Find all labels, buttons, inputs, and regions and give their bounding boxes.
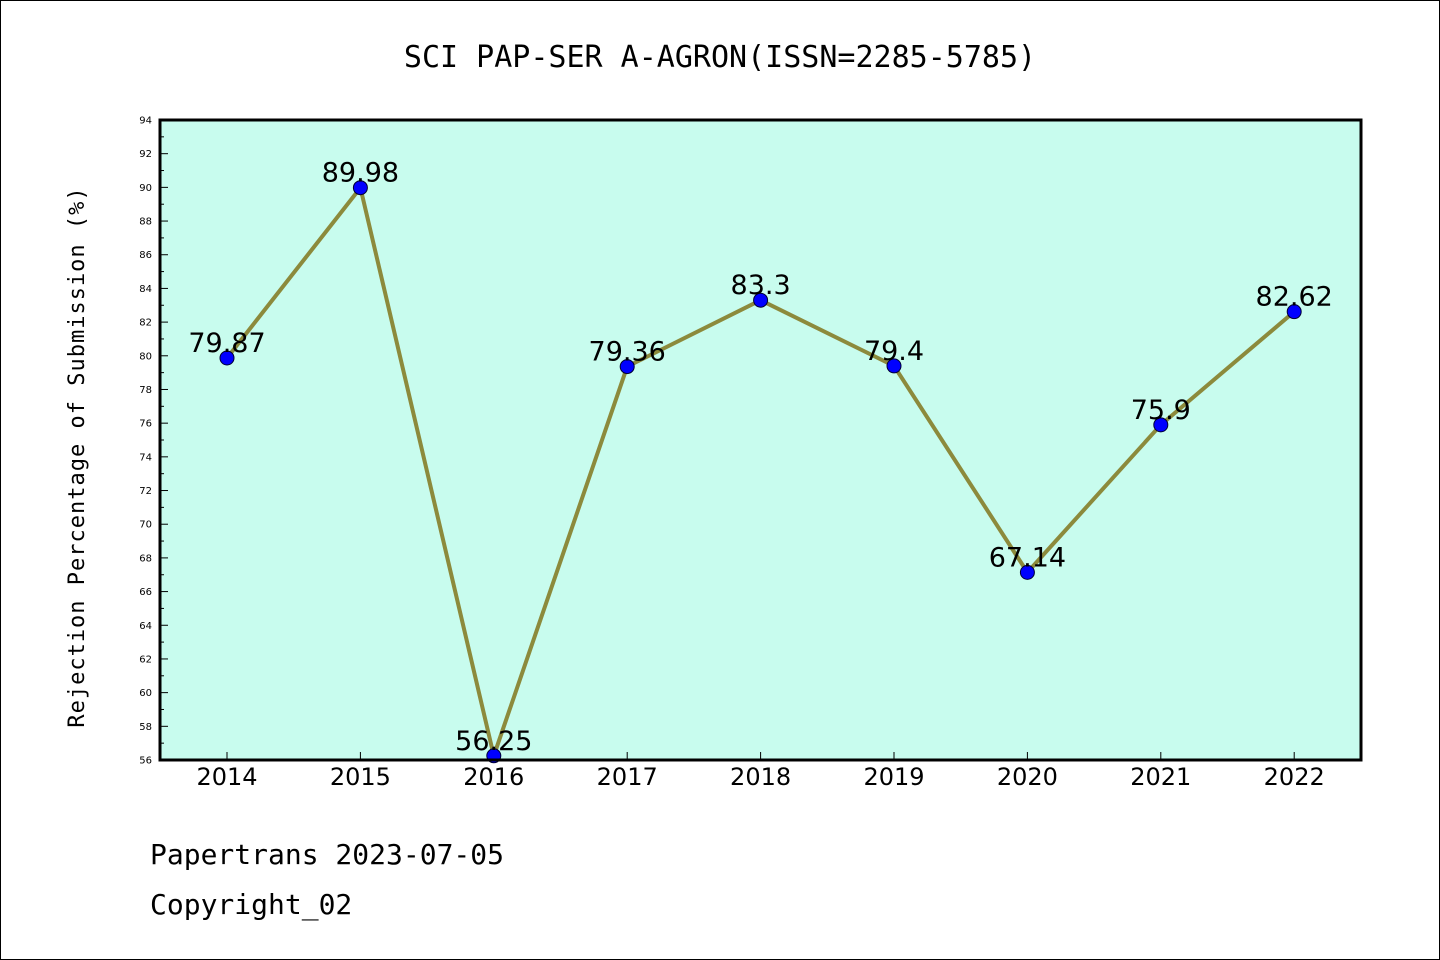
y-tick-label: 86 — [139, 250, 152, 261]
data-point-label: 75.9 — [1131, 395, 1191, 426]
y-tick-label: 72 — [139, 486, 152, 497]
y-tick-label: 78 — [139, 385, 152, 396]
y-tick-label: 82 — [139, 318, 152, 329]
data-point-marker — [1286, 304, 1302, 320]
data-point-marker — [1153, 417, 1169, 433]
footer-date: Papertrans 2023-07-05 — [150, 838, 504, 871]
y-tick-label: 62 — [139, 654, 152, 665]
x-axis: 2014 2015 2016 2017 2018 2019 2020 2021 2022 — [196, 752, 1325, 791]
data-point-label: 89.98 — [322, 158, 399, 189]
chart-title: SCI PAP-SER A-AGRON(ISSN=2285-5785) — [404, 40, 1036, 75]
x-tick-label: 2020 — [997, 763, 1058, 791]
y-tick-label: 80 — [139, 351, 152, 362]
x-tick-label: 2019 — [863, 763, 924, 791]
data-labels: 79.87 89.98 56.25 79.36 83.3 79.4 67.14 75.9 82.… — [188, 158, 1332, 757]
y-tick-label: 84 — [139, 284, 152, 295]
data-point-marker — [619, 359, 635, 375]
x-tick-label: 2022 — [1264, 763, 1325, 791]
y-tick-label: 66 — [139, 587, 152, 598]
x-tick-label: 2017 — [597, 763, 658, 791]
plot-area — [160, 120, 1361, 760]
y-axis-label: Rejection Percentage of Submission (%) — [65, 186, 90, 727]
y-tick-label: 90 — [139, 183, 152, 194]
x-tick-label: 2021 — [1130, 763, 1191, 791]
plot-border — [158, 118, 1363, 762]
data-markers — [219, 180, 1302, 764]
y-tick-label: 68 — [139, 553, 152, 564]
y-tick-label: 60 — [139, 688, 152, 699]
data-point-label: 56.25 — [455, 726, 532, 757]
x-tick-label: 2018 — [730, 763, 791, 791]
footer-copyright: Copyright_02 — [150, 888, 352, 922]
y-tick-label: 74 — [139, 452, 152, 463]
y-tick-label: 76 — [139, 419, 152, 430]
data-point-marker — [886, 358, 902, 374]
y-tick-label: 56 — [139, 756, 152, 767]
y-tick-label: 64 — [139, 621, 152, 632]
data-point-label: 79.4 — [864, 336, 924, 367]
data-point-marker — [1019, 564, 1035, 580]
x-tick-label: 2015 — [330, 763, 391, 791]
y-tick-label: 94 — [139, 116, 152, 127]
data-point-marker — [753, 292, 769, 308]
y-tick-label: 70 — [139, 520, 152, 531]
y-tick-label: 88 — [139, 217, 152, 228]
data-point-label: 83.3 — [731, 270, 791, 301]
y-axis: 56 58 60 62 64 66 68 70 72 74 76 78 80 82 84 86 88 90 92 94 — [139, 116, 168, 767]
x-tick-label: 2016 — [463, 763, 524, 791]
data-point-label: 82.62 — [1256, 282, 1333, 313]
data-point-marker — [352, 180, 368, 196]
y-tick-label: 92 — [139, 149, 152, 160]
data-point-label: 79.87 — [188, 328, 265, 359]
x-tick-label: 2014 — [196, 763, 257, 791]
data-point-marker — [219, 350, 235, 366]
data-point-label: 79.36 — [589, 337, 666, 368]
y-tick-label: 58 — [139, 722, 152, 733]
data-point-label: 67.14 — [989, 542, 1066, 573]
